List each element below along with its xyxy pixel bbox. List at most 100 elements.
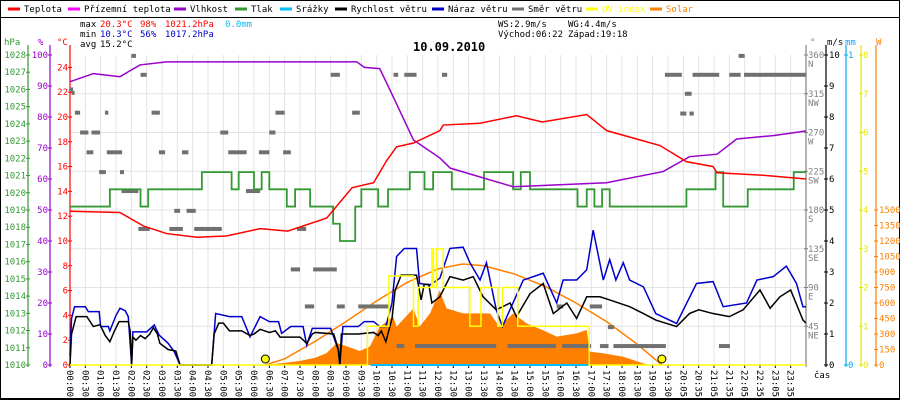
pressure-tick-label: 1021	[4, 172, 26, 182]
wind-tick-label: 9	[829, 82, 834, 92]
x-tick-label: 20:35	[693, 370, 703, 397]
x-tick-label: 06:30	[263, 370, 273, 397]
direction-name-label: E	[808, 293, 813, 303]
wind-direction-mark	[607, 325, 615, 330]
wind-direction-mark	[692, 72, 720, 77]
wind-direction-mark	[304, 304, 315, 309]
wind-direction-mark	[194, 226, 222, 231]
x-tick-label: 18:30	[631, 370, 641, 397]
direction-name-label: S	[808, 215, 813, 225]
wind-tick-label: 6	[829, 175, 834, 185]
solar-tick-label: 1500	[879, 206, 900, 216]
solar-tick-label: 1350	[879, 222, 900, 232]
humidity-tick-label: 20	[37, 299, 48, 309]
direction-tick-label: 315	[808, 90, 824, 100]
x-tick-label: 15:00	[524, 370, 534, 397]
pressure-tick-label: 1012	[4, 327, 26, 337]
x-tick-label: 05:00	[217, 370, 227, 397]
uv-tick-label: 2	[863, 284, 868, 294]
wind-direction-mark	[174, 208, 181, 213]
solar-tick-label: 1200	[879, 237, 900, 247]
uv-tick-label: 1	[863, 322, 868, 332]
x-tick-label: 03:30	[171, 370, 181, 397]
wind-tick-label: 4	[829, 237, 834, 247]
pressure-axis-unit: hPa	[4, 38, 20, 48]
x-tick-label: 06:00	[248, 370, 258, 397]
wind-direction-mark	[744, 72, 806, 77]
wind-direction-mark	[507, 344, 557, 349]
pressure-tick-label: 1025	[4, 103, 26, 113]
wind-direction-mark	[151, 110, 160, 115]
solar-tick-label: 450	[879, 315, 895, 325]
wind-direction-mark	[71, 90, 75, 95]
pressure-tick-label: 1023	[4, 137, 26, 147]
uv-tick-label: 4	[863, 206, 868, 216]
x-tick-label: 23:35	[785, 370, 795, 397]
wind-direction-mark	[313, 267, 337, 272]
direction-tick-label: 360	[808, 51, 824, 61]
solar-theoretical-line	[265, 263, 663, 366]
temperature-tick-label: 24	[57, 63, 68, 73]
solar-tick-label: 900	[879, 268, 895, 278]
x-tick-label: 12:00	[432, 370, 442, 397]
legend-label: Rychlost větru	[351, 5, 427, 15]
wind-tick-label: 3	[829, 268, 834, 278]
wind-direction-mark	[393, 72, 399, 77]
humidity-tick-label: 60	[37, 175, 48, 185]
x-tick-label: 11:30	[417, 370, 427, 397]
x-tick-label: 04:00	[187, 370, 197, 397]
pressure-tick-label: 1020	[4, 189, 26, 199]
x-tick-label: 17:00	[585, 370, 595, 397]
direction-name-label: W	[808, 138, 814, 148]
wind-tick-label: 8	[829, 113, 834, 123]
wind-tick-label: 0	[829, 361, 834, 371]
x-tick-label: 21:35	[723, 370, 733, 397]
wind-direction-mark	[140, 72, 147, 77]
x-tick-label: 05:30	[233, 370, 243, 397]
wind-direction-mark	[131, 53, 136, 58]
wind-direction-mark	[258, 150, 270, 155]
wind-direction-mark	[104, 110, 109, 115]
humidity-axis-unit: %	[38, 38, 44, 48]
wind-axis-unit: m/s	[827, 38, 843, 48]
x-tick-label: 03:00	[156, 370, 166, 397]
direction-tick-label: 180	[808, 206, 824, 216]
wind-direction-mark	[169, 226, 183, 231]
direction-name-label: N	[808, 60, 813, 70]
stats-wind-speed: WS:2.9m/s	[498, 20, 547, 30]
wind-tick-label: 10	[829, 51, 840, 61]
direction-name-label: NE	[808, 331, 819, 341]
pressure-tick-label: 1016	[4, 258, 26, 268]
sunset-marker	[657, 354, 667, 364]
legend-label: Náraz větru	[448, 5, 508, 15]
wind-direction-mark	[296, 226, 307, 231]
solar-tick-label: 1050	[879, 253, 900, 263]
wind-direction-mark	[330, 72, 340, 77]
x-tick-label: 11:00	[401, 370, 411, 397]
direction-tick-label: 270	[808, 129, 824, 139]
temperature-tick-label: 0	[63, 361, 68, 371]
x-tick-label: 10:30	[386, 370, 396, 397]
uv-tick-label: 5	[863, 167, 868, 177]
pressure-tick-label: 1027	[4, 68, 26, 78]
wind-direction-mark	[404, 72, 417, 77]
x-tick-label: 12:30	[447, 370, 457, 397]
legend-label: Přízemní teplota	[84, 5, 171, 15]
humidity-tick-label: 30	[37, 268, 48, 278]
wind-direction-mark	[680, 111, 687, 116]
uv-tick-label: 8	[863, 51, 868, 61]
pressure-tick-label: 1017	[4, 240, 26, 250]
wind-direction-mark	[121, 189, 139, 194]
wind-direction-mark	[589, 304, 603, 309]
solar-tick-label: 300	[879, 330, 895, 340]
rain-tick-label: 0	[848, 361, 853, 371]
x-tick-label: 00:30	[79, 370, 89, 397]
wind-direction-mark	[396, 344, 405, 349]
legend-label: Srážky	[296, 5, 329, 15]
x-tick-label: 16:00	[555, 370, 565, 397]
direction-name-label: NW	[808, 99, 819, 109]
stats-wind-gust: WG:4.4m/s	[568, 20, 617, 30]
x-axis-label: čas	[814, 370, 830, 381]
